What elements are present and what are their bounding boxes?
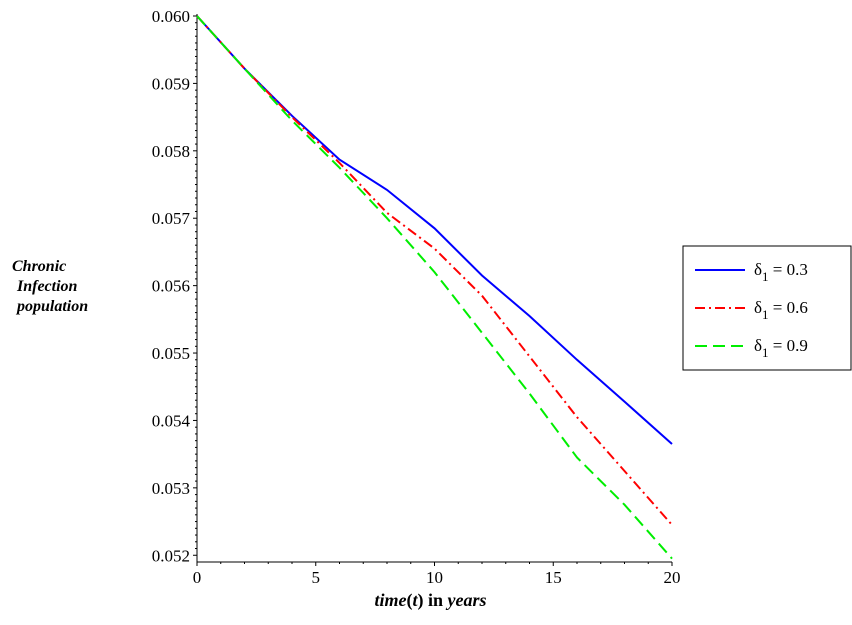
legend-label-3: δ1 = 0.9 — [754, 336, 808, 360]
x-tick-label: 10 — [426, 568, 443, 587]
legend-label-2: δ1 = 0.6 — [754, 298, 808, 322]
y-tick-label: 0.052 — [152, 546, 190, 565]
legend-symbol: δ — [754, 298, 762, 317]
legend-value: = 0.6 — [769, 298, 808, 317]
series-group — [196, 15, 673, 560]
y-axis-label-line: Infection — [16, 278, 78, 295]
legend-symbol: δ — [754, 336, 762, 355]
y-tick-label: 0.054 — [152, 411, 191, 430]
y-axis-label-line: population — [15, 298, 88, 315]
legend-value: = 0.3 — [769, 260, 808, 279]
legend-subscript: 1 — [762, 269, 769, 284]
y-tick-label: 0.056 — [152, 277, 190, 296]
y-axis-label: Chronic Infection population — [12, 258, 88, 315]
x-axis-label-part: years — [446, 590, 487, 610]
x-tick-label: 0 — [193, 568, 202, 587]
legend-value: = 0.9 — [769, 336, 808, 355]
y-tick-label: 0.053 — [152, 479, 190, 498]
y-tick-label: 0.058 — [152, 142, 190, 161]
y-axis-label-line: Chronic — [12, 258, 66, 275]
legend-symbol: δ — [754, 260, 762, 279]
y-tick-label: 0.055 — [152, 344, 190, 363]
legend-label-1: δ1 = 0.3 — [754, 260, 808, 284]
ticks: 0 5 10 15 20 0.052 0.053 0.054 0.055 0.056 0.057 0.… — [152, 7, 681, 587]
x-axis-label-part: ( — [406, 590, 412, 611]
x-axis-label-part: t — [412, 590, 418, 610]
x-axis-label: time(t) in years — [374, 590, 486, 611]
x-tick-label: 5 — [312, 568, 321, 587]
series-line-3 — [196, 15, 673, 560]
x-axis-label-part: in — [424, 590, 448, 610]
y-tick-label: 0.057 — [152, 209, 191, 228]
y-tick-label: 0.060 — [152, 7, 190, 26]
legend-subscript: 1 — [762, 345, 769, 360]
x-tick-label: 20 — [664, 568, 681, 587]
legend-subscript: 1 — [762, 307, 769, 322]
series-line-2 — [196, 15, 673, 526]
series-line-1 — [196, 15, 673, 445]
y-tick-label: 0.059 — [152, 74, 190, 93]
x-axis-label-part: ) — [418, 590, 424, 611]
x-axis-label-part: time — [374, 590, 406, 610]
legend: δ1 = 0.3δ1 = 0.6δ1 = 0.9 — [682, 245, 852, 371]
x-tick-label: 15 — [545, 568, 562, 587]
